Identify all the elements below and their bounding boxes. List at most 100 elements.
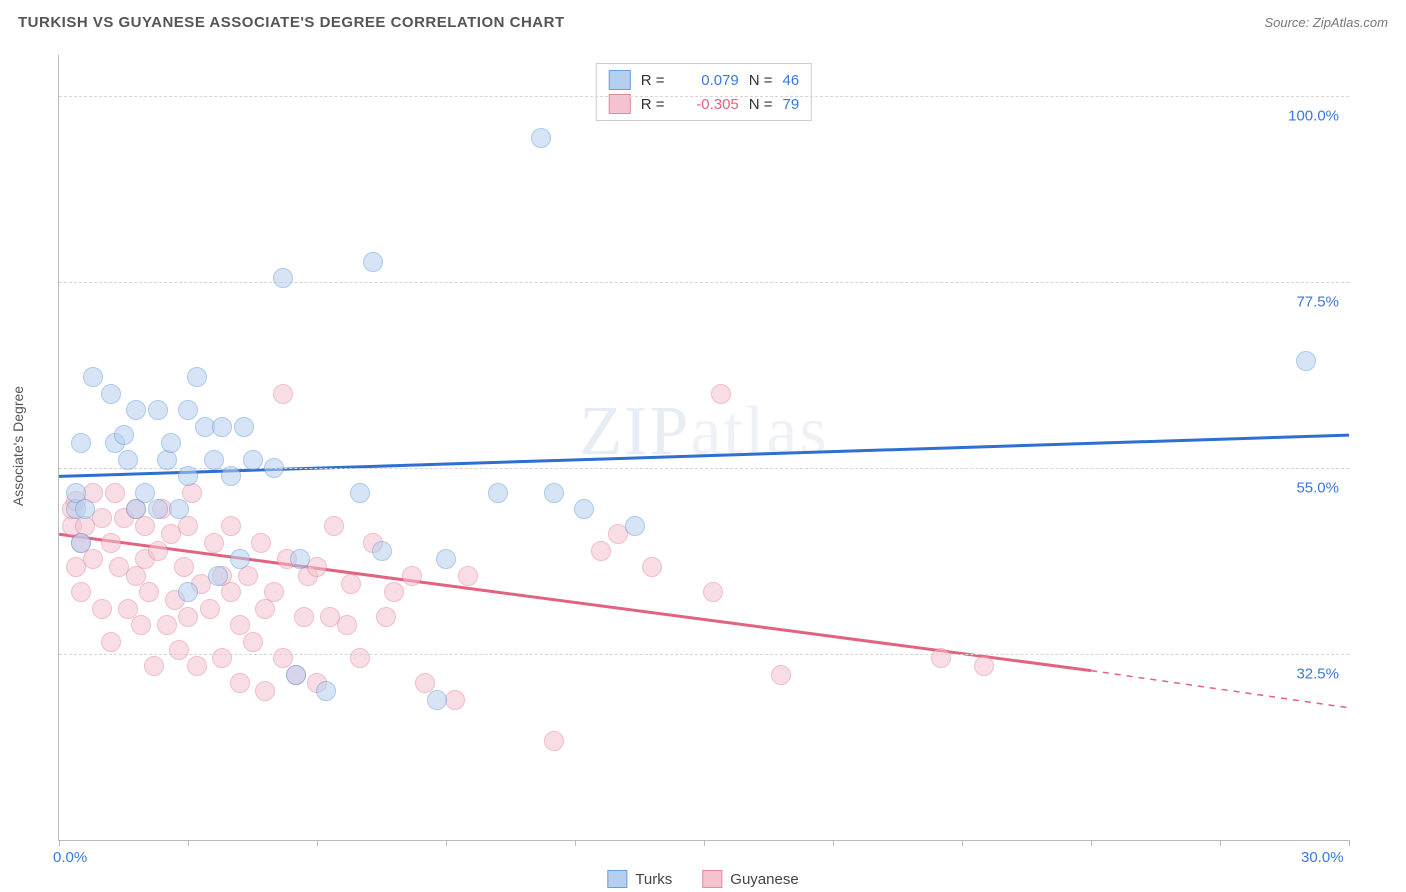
- series-a-point: [221, 466, 241, 486]
- r-label-b: R =: [641, 96, 669, 113]
- series-b-point: [221, 582, 241, 602]
- series-a-point: [488, 483, 508, 503]
- series-b-point: [402, 566, 422, 586]
- series-b-point: [105, 483, 125, 503]
- series-a-point: [161, 433, 181, 453]
- source-name: ZipAtlas.com: [1313, 15, 1388, 30]
- series-b-point: [230, 673, 250, 693]
- legend-item-a: Turks: [607, 870, 672, 888]
- series-a-point: [427, 690, 447, 710]
- series-b-point: [251, 533, 271, 553]
- series-a-point: [1296, 351, 1316, 371]
- series-b-point: [931, 648, 951, 668]
- x-tick-label: 30.0%: [1301, 849, 1344, 866]
- series-a-point: [264, 458, 284, 478]
- series-legend: Turks Guyanese: [607, 870, 798, 888]
- gridline: [59, 654, 1349, 655]
- series-b-point: [350, 648, 370, 668]
- series-a-point: [126, 400, 146, 420]
- n-label-a: N =: [749, 72, 773, 89]
- series-a-point: [372, 541, 392, 561]
- series-b-point: [200, 599, 220, 619]
- x-tick: [446, 840, 447, 846]
- series-a-point: [316, 681, 336, 701]
- series-b-point: [131, 615, 151, 635]
- series-a-point: [178, 400, 198, 420]
- watermark: ZIPatlas: [579, 392, 828, 472]
- n-value-a: 46: [783, 72, 800, 89]
- y-tick-label: 77.5%: [1296, 294, 1339, 311]
- series-b-point: [703, 582, 723, 602]
- series-a-point: [169, 499, 189, 519]
- series-b-point: [187, 656, 207, 676]
- series-b-point: [711, 384, 731, 404]
- n-value-b: 79: [783, 96, 800, 113]
- series-b-point: [169, 640, 189, 660]
- series-a-point: [234, 417, 254, 437]
- x-tick: [188, 840, 189, 846]
- series-b-point: [101, 533, 121, 553]
- series-a-point: [71, 433, 91, 453]
- y-tick-label: 100.0%: [1288, 108, 1339, 125]
- x-tick: [833, 840, 834, 846]
- series-b-point: [212, 648, 232, 668]
- series-b-point: [341, 574, 361, 594]
- series-b-point: [139, 582, 159, 602]
- gridline: [59, 96, 1349, 97]
- series-a-point: [71, 533, 91, 553]
- source-attribution: Source: ZipAtlas.com: [1264, 15, 1388, 30]
- series-b-point: [144, 656, 164, 676]
- series-a-point: [187, 367, 207, 387]
- x-tick: [1220, 840, 1221, 846]
- series-a-point: [101, 384, 121, 404]
- x-tick-label: 0.0%: [53, 849, 87, 866]
- series-b-point: [174, 557, 194, 577]
- x-tick: [1091, 840, 1092, 846]
- series-a-point: [118, 450, 138, 470]
- series-b-point: [83, 549, 103, 569]
- series-b-point: [101, 632, 121, 652]
- watermark-text-b: atlas: [690, 393, 828, 470]
- series-a-point: [363, 252, 383, 272]
- watermark-text-a: ZIP: [579, 393, 690, 470]
- legend-label-a: Turks: [635, 871, 672, 888]
- series-b-point: [273, 384, 293, 404]
- y-tick-label: 32.5%: [1296, 666, 1339, 683]
- series-a-point: [230, 549, 250, 569]
- series-b-point: [974, 656, 994, 676]
- series-b-point: [445, 690, 465, 710]
- series-a-point: [178, 466, 198, 486]
- series-b-point: [384, 582, 404, 602]
- series-b-point: [264, 582, 284, 602]
- series-a-point: [531, 128, 551, 148]
- series-b-point: [148, 541, 168, 561]
- chart-title: TURKISH VS GUYANESE ASSOCIATE'S DEGREE C…: [18, 14, 565, 31]
- series-a-point: [148, 499, 168, 519]
- legend-item-b: Guyanese: [702, 870, 798, 888]
- series-a-point: [574, 499, 594, 519]
- correlation-legend: R = 0.079 N = 46 R = -0.305 N = 79: [596, 63, 812, 121]
- legend-swatch-bottom-b: [702, 870, 722, 888]
- series-b-point: [255, 681, 275, 701]
- r-value-a: 0.079: [679, 72, 739, 89]
- series-b-point: [178, 607, 198, 627]
- y-axis-label: Associate's Degree: [10, 386, 26, 506]
- series-b-point: [337, 615, 357, 635]
- series-b-point: [92, 599, 112, 619]
- series-a-point: [204, 450, 224, 470]
- series-b-point: [458, 566, 478, 586]
- series-b-point: [771, 665, 791, 685]
- series-a-point: [350, 483, 370, 503]
- series-b-point: [157, 615, 177, 635]
- series-a-point: [273, 268, 293, 288]
- series-b-point: [294, 607, 314, 627]
- legend-swatch-a: [609, 70, 631, 90]
- series-a-point: [290, 549, 310, 569]
- series-a-point: [436, 549, 456, 569]
- y-tick-label: 55.0%: [1296, 480, 1339, 497]
- x-tick: [704, 840, 705, 846]
- legend-label-b: Guyanese: [730, 871, 798, 888]
- series-a-point: [75, 499, 95, 519]
- series-b-point: [376, 607, 396, 627]
- r-value-b: -0.305: [679, 96, 739, 113]
